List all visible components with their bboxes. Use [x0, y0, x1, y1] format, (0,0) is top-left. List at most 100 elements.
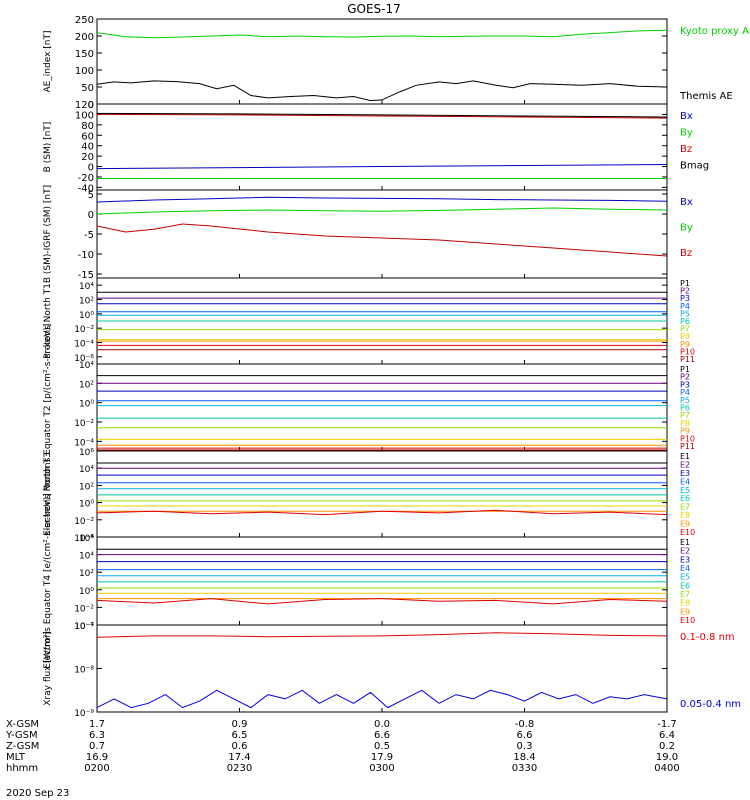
- ephemeris-value: 17.4: [228, 752, 250, 763]
- ephemeris-value: 17.9: [371, 752, 393, 763]
- legend-label: By: [680, 128, 693, 139]
- legend-label: Bmag: [680, 161, 709, 172]
- y-tick-label: 10²: [79, 380, 94, 390]
- series-line-themis-ae: [96, 80, 668, 102]
- date-label: 2020 Sep 23: [6, 788, 69, 799]
- ephemeris-value: 0.2: [659, 741, 675, 752]
- y-tick-label: 0: [88, 100, 94, 111]
- figure-title: GOES-17: [347, 2, 401, 16]
- ephemeris-value: 0300: [369, 763, 394, 774]
- y-axis-label: Protons North T1: [43, 283, 53, 359]
- y-axis-label: B (SM) [nT]: [43, 122, 53, 173]
- series-line-bz: [96, 223, 668, 257]
- legend-label: 0.1-0.8 nm: [680, 632, 735, 643]
- y-tick-label: 10⁻²: [74, 517, 94, 527]
- y-tick-label: 10⁰: [79, 311, 94, 321]
- y-tick-label: 10⁰: [79, 500, 94, 510]
- ephemeris-value: 6.6: [517, 730, 533, 741]
- legend-label: P7: [680, 411, 690, 420]
- series-line-bx: [96, 196, 668, 203]
- legend-label: P10: [680, 434, 695, 443]
- ephemeris-value: 6.3: [89, 730, 105, 741]
- series-line-kyoto-proxy-ae: [96, 29, 668, 39]
- y-tick-label: 10⁴: [79, 465, 94, 475]
- ephemeris-value: 6.6: [374, 730, 390, 741]
- y-tick-label: -40: [78, 183, 94, 194]
- y-tick-label: 20: [81, 152, 94, 163]
- y-tick-label: 40: [81, 142, 94, 153]
- y-tick-label: 60: [81, 131, 94, 142]
- y-axis-label: AE_index [nT]: [43, 30, 53, 92]
- ephemeris-value: 0.0: [374, 719, 390, 730]
- chart-panel-6: 10⁶ 10⁴ 10² 10⁰ 10⁻² 10⁻⁴ Electrons North T3 E1…: [43, 448, 695, 544]
- legend-label: E3: [680, 469, 690, 478]
- y-tick-label: -10: [78, 250, 94, 261]
- legend-label: P5: [680, 396, 690, 405]
- y-tick-label: 200: [75, 32, 94, 43]
- legend-label: P8: [680, 332, 690, 341]
- legend-label: P10: [680, 347, 695, 356]
- y-axis-label: Xray flux [W/m²]: [43, 631, 53, 705]
- legend-label: P11: [680, 442, 695, 451]
- chart-panel-7: 10⁶ 10⁴ 10² 10⁰ 10⁻² 10⁻⁴ Electrons Equator T4…: [43, 493, 695, 669]
- legend-label: E8: [680, 511, 690, 520]
- y-axis-label: Protons Equator T2 [p/(cm²-s-sr-keV)]: [43, 324, 53, 492]
- y-tick-label: 10²: [79, 297, 94, 307]
- legend-label: P6: [680, 317, 690, 326]
- legend-label: P3: [680, 380, 690, 389]
- ephemeris-value: 0400: [654, 763, 679, 774]
- legend-label: E10: [680, 616, 695, 625]
- legend-label: P8: [680, 419, 690, 428]
- legend-label: P4: [680, 388, 690, 397]
- series-line-by: [96, 207, 668, 215]
- legend-label: Kyoto proxy AE: [680, 26, 750, 37]
- series-line-bx: [96, 164, 668, 170]
- legend-label: P9: [680, 340, 690, 349]
- y-tick-label: 10⁻²: [74, 325, 94, 335]
- y-tick-label: 10⁻²: [74, 604, 94, 614]
- legend-label: By: [680, 223, 693, 234]
- legend-label: E1: [680, 538, 690, 547]
- y-tick-label: 10⁻⁷: [74, 622, 94, 632]
- legend-label: E9: [680, 607, 690, 616]
- y-tick-label: 100: [75, 110, 94, 121]
- ephemeris-value: 0200: [84, 763, 109, 774]
- series-line-e10: [96, 509, 668, 516]
- y-tick-label: 0: [88, 210, 94, 221]
- legend-label: P7: [680, 325, 690, 334]
- y-tick-label: 10²: [79, 569, 94, 579]
- panel-frame: [96, 536, 668, 626]
- y-tick-label: 10⁻⁴: [74, 622, 94, 632]
- y-tick-label: 0: [88, 163, 94, 174]
- y-tick-label: 10⁻⁹: [74, 709, 94, 719]
- legend-label: E9: [680, 520, 690, 529]
- legend-label: Themis AE: [679, 91, 733, 102]
- panel-frame: [96, 18, 668, 105]
- y-axis-label: Electrons Equator T4 [e/(cm²-s-sr-keV)]: [43, 493, 53, 669]
- legend-label: E10: [680, 528, 695, 537]
- chart-panel-3: 5 0 -5 -10 -15 B (SM)-IGRF (SM) [nT] Bx By Bz: [43, 185, 693, 283]
- ephemeris-value: 0.7: [89, 741, 105, 752]
- series-line-bmag: [96, 112, 668, 118]
- legend-label: Bz: [680, 144, 692, 155]
- chart-panel-5: 10⁴ 10² 10⁰ 10⁻² 10⁻⁴ Protons Equator T2 [p/(…: [43, 324, 695, 492]
- series-line-0-05-0-4-nm: [96, 689, 668, 709]
- chart-panel-1: 250 200 150 100 50 0 AE_index [nT] Kyoto proxy …: [43, 15, 750, 111]
- legend-label: Bx: [680, 197, 693, 208]
- legend-label: P11: [680, 355, 695, 364]
- ephemeris-value: -1.7: [657, 719, 677, 730]
- y-tick-label: 10⁻⁸: [74, 666, 94, 676]
- ephemeris-value: 1.7: [89, 719, 105, 730]
- y-tick-label: 10⁻⁶: [74, 354, 94, 364]
- legend-label: E2: [680, 547, 690, 556]
- legend-label: E4: [680, 477, 690, 486]
- ephemeris-value: 19.0: [656, 752, 678, 763]
- legend-label: 0.05-0.4 nm: [680, 699, 741, 710]
- y-axis-label: B (SM)-IGRF (SM) [nT]: [43, 185, 53, 283]
- panel-frame: [96, 189, 668, 279]
- legend-label: Bz: [680, 248, 692, 259]
- ephemeris-value: 0230: [227, 763, 252, 774]
- y-tick-label: 50: [81, 83, 94, 94]
- ephemeris-value: 0.5: [374, 741, 390, 752]
- ephemeris-row-label: X-GSM: [6, 719, 39, 730]
